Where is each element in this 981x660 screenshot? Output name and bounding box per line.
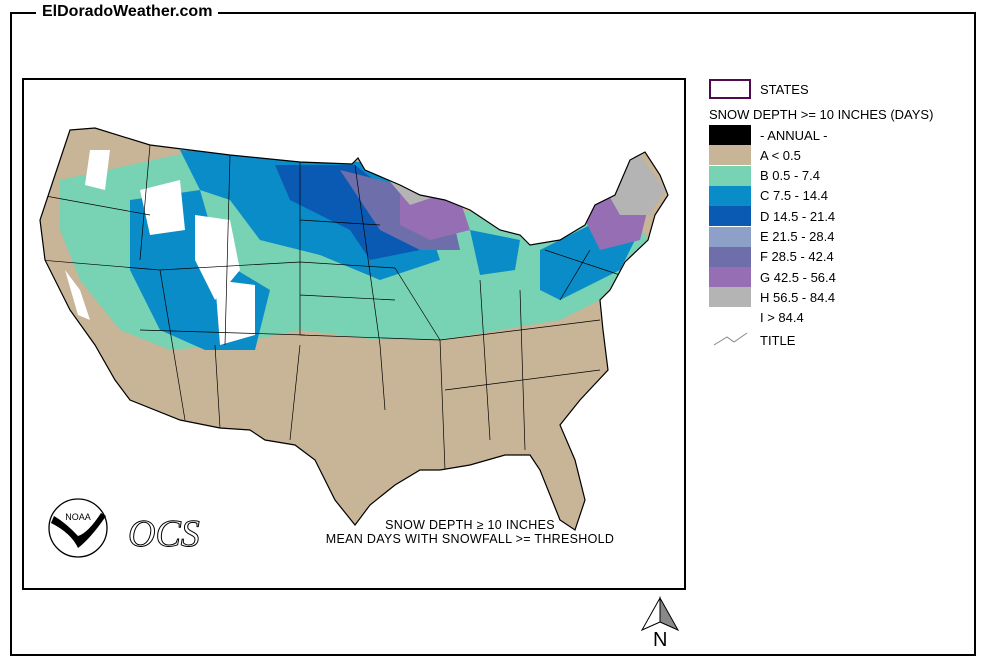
site-title: ElDoradoWeather.com [36, 3, 219, 21]
legend-label: D 14.5 - 21.4 [760, 208, 836, 224]
legend-label: C 7.5 - 14.4 [760, 188, 828, 204]
legend-swatch [709, 125, 751, 145]
legend-swatch [709, 226, 751, 247]
map-frame [22, 78, 686, 590]
zone-i [85, 150, 255, 345]
svg-text:NOAA: NOAA [65, 512, 91, 522]
north-label: N [653, 629, 668, 651]
legend-item: I > 84.4 [709, 307, 804, 328]
legend-swatch [709, 267, 751, 288]
map-title-line1: SNOW DEPTH ≥ 10 INCHES [385, 518, 555, 532]
title-line-icon [713, 332, 748, 346]
map-title-line2: MEAN DAYS WITH SNOWFALL >= THRESHOLD [325, 532, 615, 546]
legend-label: H 56.5 - 84.4 [760, 289, 836, 305]
legend-item: B 0.5 - 7.4 [709, 165, 820, 186]
legend-swatch [709, 307, 751, 328]
legend-item: H 56.5 - 84.4 [709, 287, 835, 308]
legend-swatch [709, 165, 751, 186]
outer-frame [10, 12, 976, 656]
legend-item: A < 0.5 [709, 145, 801, 166]
legend-item: C 7.5 - 14.4 [709, 185, 828, 206]
legend-label: I > 84.4 [760, 310, 804, 326]
legend-swatch [709, 145, 751, 166]
zone-i-sierra [65, 270, 90, 320]
legend-label: B 0.5 - 7.4 [760, 168, 820, 184]
legend-item: F 28.5 - 42.4 [709, 246, 834, 267]
legend-swatch [709, 206, 751, 227]
legend-label: F 28.5 - 42.4 [760, 249, 834, 265]
map-title: SNOW DEPTH ≥ 10 INCHES MEAN DAYS WITH SN… [300, 518, 640, 546]
states-swatch [709, 79, 751, 99]
legend-label: A < 0.5 [760, 147, 801, 163]
legend-label: - ANNUAL - [760, 127, 828, 143]
zone-g [400, 195, 470, 240]
ocs-logo: OCS [128, 513, 201, 556]
north-arrow-icon [640, 596, 680, 632]
legend-item: - ANNUAL - [709, 125, 827, 145]
legend-states: STATES [760, 81, 809, 97]
legend-title: TITLE [760, 332, 796, 348]
north-arrow: N [638, 596, 688, 660]
legend-item: G 42.5 - 56.4 [709, 267, 836, 288]
legend-item: D 14.5 - 21.4 [709, 206, 835, 227]
legend-swatch [709, 185, 751, 206]
legend-label: G 42.5 - 56.4 [760, 269, 836, 285]
noaa-logo: NOAA [48, 498, 108, 558]
zone-c-mi [470, 230, 520, 275]
legend-swatch [709, 287, 751, 308]
state-borders [40, 144, 621, 471]
legend-item: E 21.5 - 28.4 [709, 226, 834, 247]
legend-heading: SNOW DEPTH >= 10 INCHES (DAYS) [709, 106, 934, 122]
legend-label: E 21.5 - 28.4 [760, 229, 835, 244]
legend-swatch [709, 246, 751, 267]
